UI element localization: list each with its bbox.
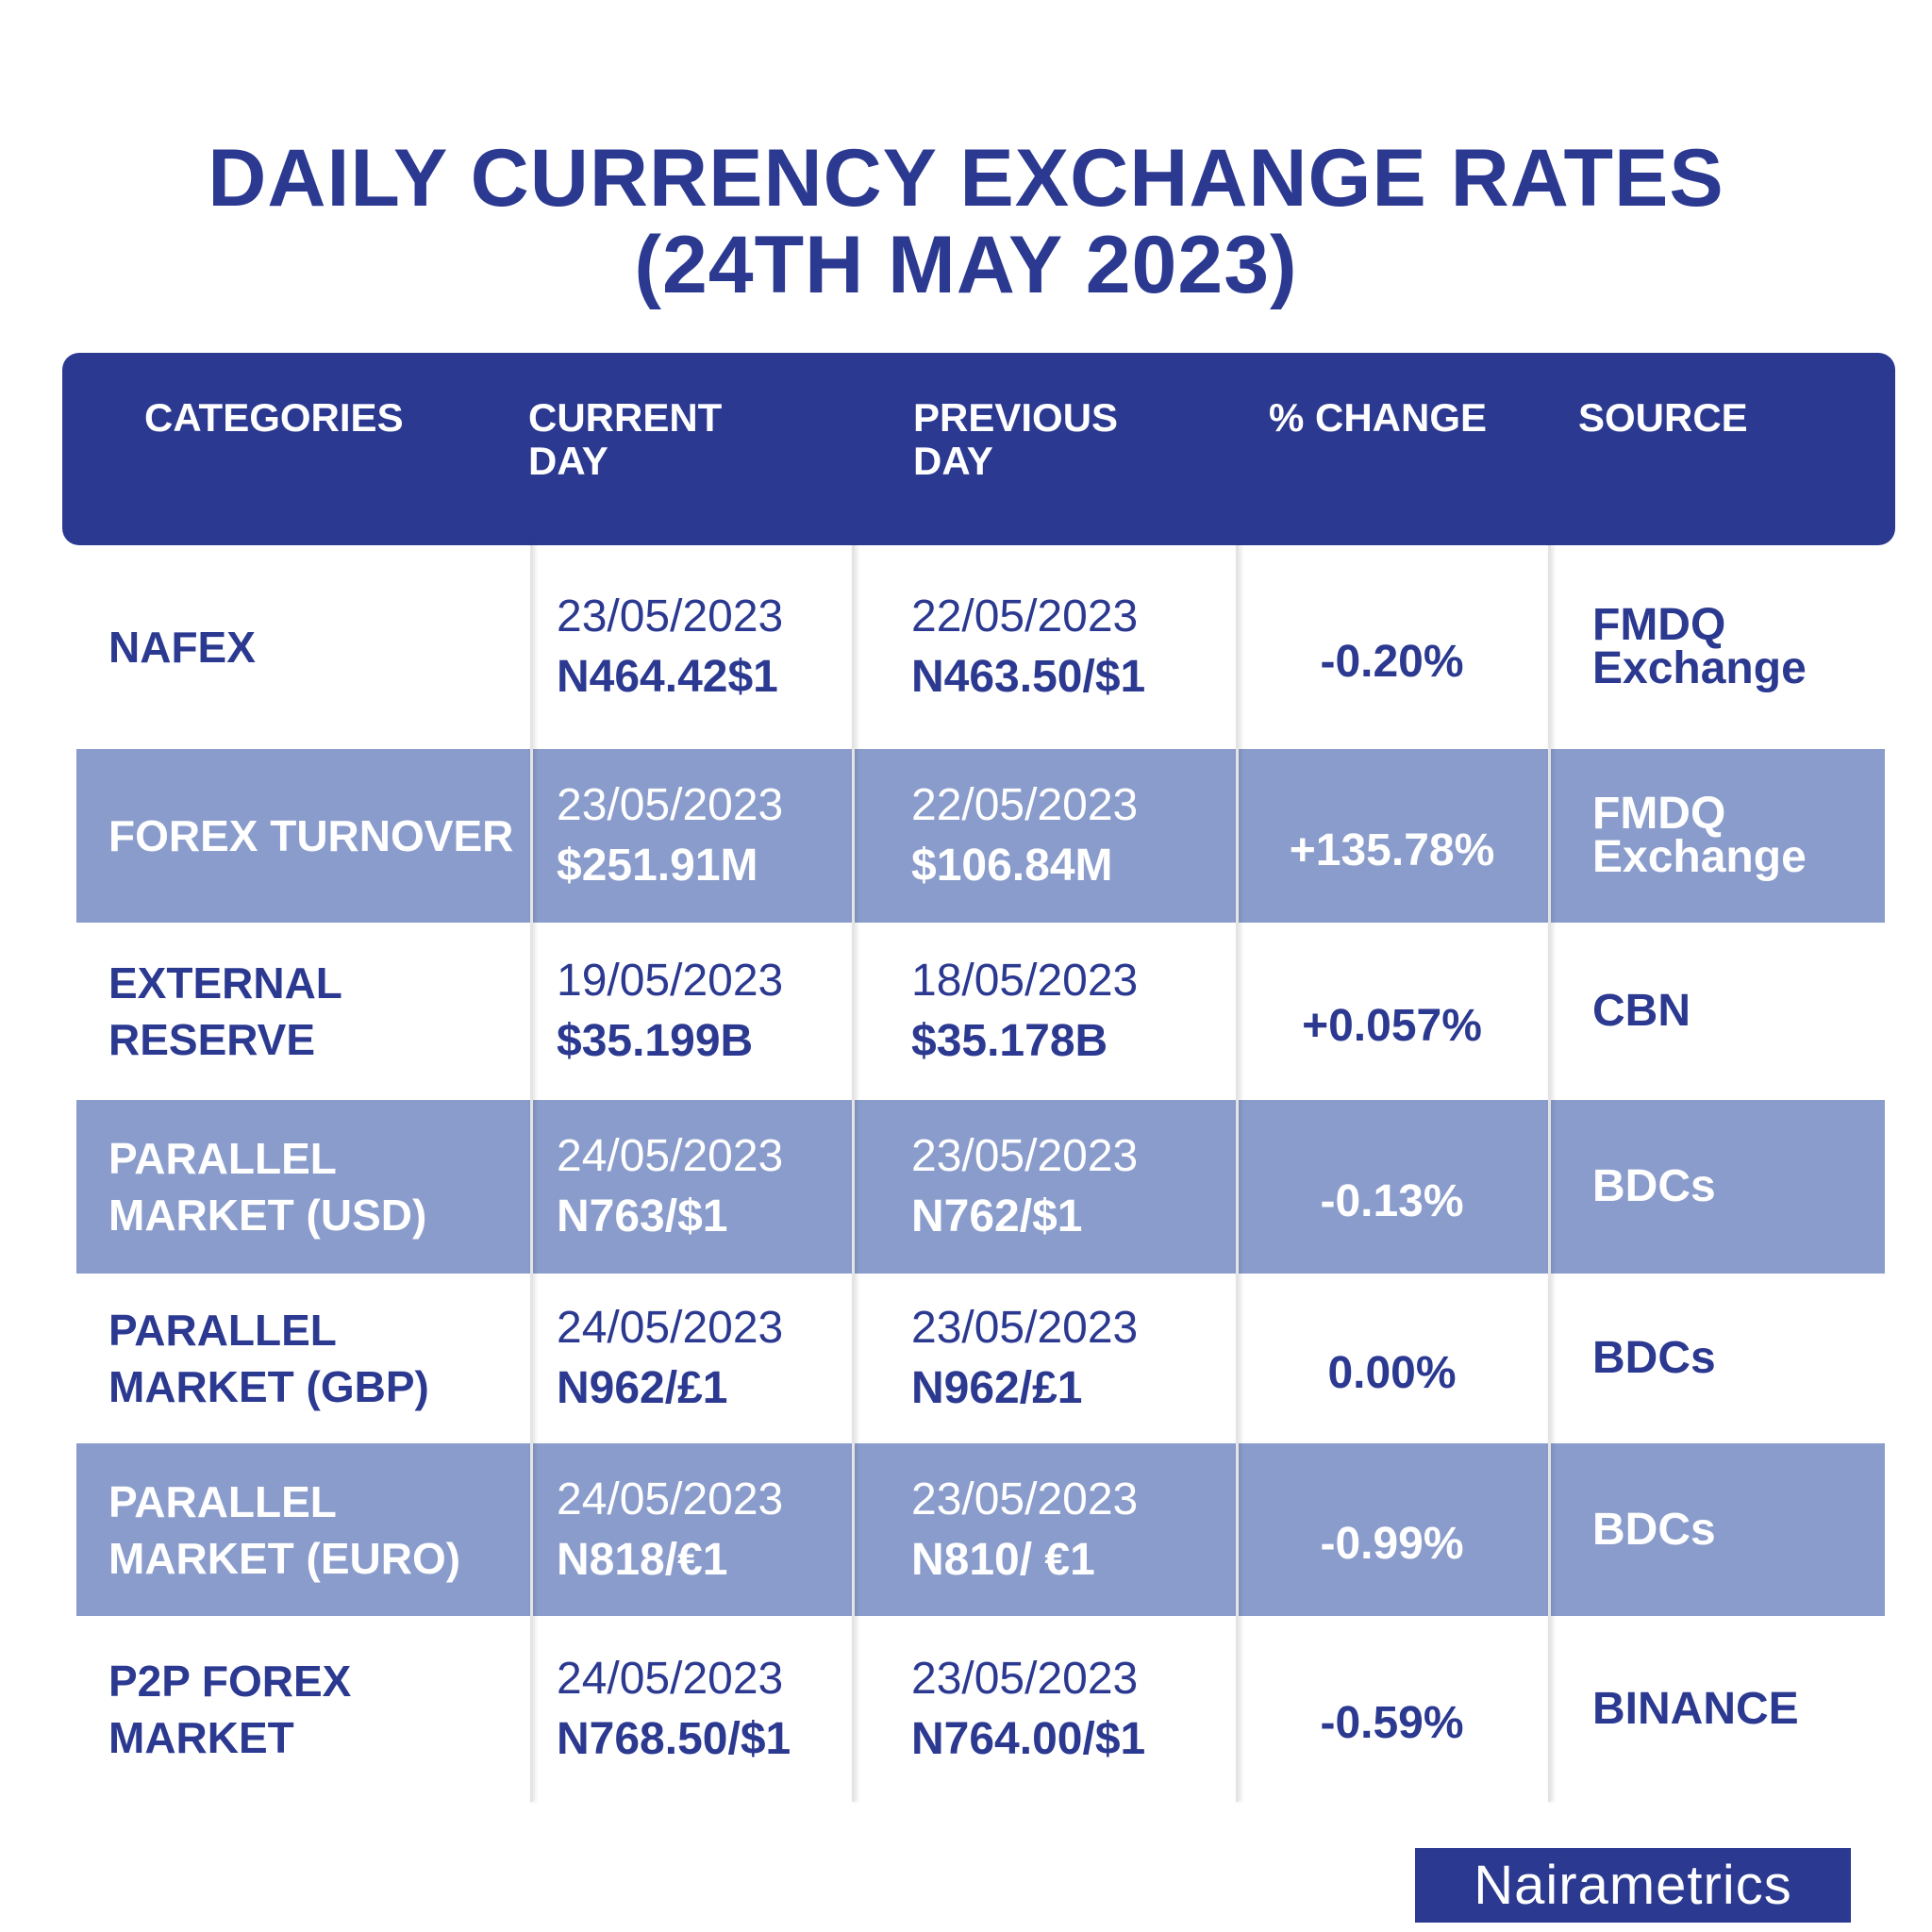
date: 23/05/2023 <box>911 1303 1139 1353</box>
percent-change: +0.057% <box>1302 1000 1482 1051</box>
percent-change: -0.59% <box>1320 1698 1464 1748</box>
source: BDCs <box>1592 1504 1716 1555</box>
category: PARALLEL MARKET (EURO) <box>108 1476 461 1583</box>
title: DAILY CURRENCY EXCHANGE RATES <box>208 133 1724 224</box>
date: 24/05/2023 <box>557 1653 784 1704</box>
column-header: PREVIOUS DAY <box>913 395 1119 483</box>
column-header: CURRENT DAY <box>528 395 723 483</box>
source: BDCs <box>1592 1161 1716 1211</box>
source: BINANCE <box>1592 1683 1799 1734</box>
previous-cell: 22/05/2023 N463.50/$1 <box>911 545 1145 749</box>
value: $35.199B <box>557 1016 754 1066</box>
column-separator <box>852 545 855 1802</box>
value: N763/$1 <box>557 1191 728 1241</box>
previous-cell: 22/05/2023 $106.84M <box>911 749 1138 923</box>
title: (24TH MAY 2023) <box>634 220 1298 310</box>
current-cell: 23/05/2023 N464.42$1 <box>557 545 783 749</box>
date: 23/05/2023 <box>557 780 784 830</box>
column-separator <box>1548 545 1551 1802</box>
percent-change: -0.99% <box>1320 1519 1464 1569</box>
date: 22/05/2023 <box>911 591 1139 641</box>
date: 22/05/2023 <box>911 780 1139 830</box>
percent-change: +135.78% <box>1289 824 1495 875</box>
previous-cell: 23/05/2023 N810/ €1 <box>911 1443 1138 1616</box>
current-cell: 23/05/2023 $251.91M <box>557 749 783 923</box>
category: NAFEX <box>108 623 256 672</box>
date: 18/05/2023 <box>911 956 1139 1006</box>
value: N764.00/$1 <box>911 1713 1146 1764</box>
column-separator <box>1236 545 1239 1802</box>
category: P2P FOREX MARKET <box>108 1656 352 1762</box>
value: N463.50/$1 <box>911 652 1146 702</box>
category: EXTERNAL RESERVE <box>108 958 342 1064</box>
value: N464.42$1 <box>557 652 778 702</box>
date: 23/05/2023 <box>911 1131 1139 1181</box>
date: 23/05/2023 <box>911 1653 1139 1704</box>
date: 23/05/2023 <box>911 1474 1139 1524</box>
date: 24/05/2023 <box>557 1303 784 1353</box>
date: 24/05/2023 <box>557 1474 784 1524</box>
source: CBN <box>1592 986 1690 1036</box>
previous-cell: 18/05/2023 $35.178B <box>911 923 1138 1100</box>
current-cell: 19/05/2023 $35.199B <box>557 923 783 1100</box>
table-row <box>76 749 1885 923</box>
current-cell: 24/05/2023 N962/£1 <box>557 1274 783 1443</box>
previous-cell: 23/05/2023 N764.00/$1 <box>911 1616 1145 1802</box>
category: PARALLEL MARKET (USD) <box>108 1134 427 1240</box>
previous-cell: 23/05/2023 N962/£1 <box>911 1274 1138 1443</box>
source: FMDQ Exchange <box>1592 600 1807 693</box>
value: N818/€1 <box>557 1534 728 1585</box>
previous-cell: 23/05/2023 N762/$1 <box>911 1100 1138 1274</box>
source: FMDQ Exchange <box>1592 789 1807 882</box>
column-separator <box>530 545 533 1802</box>
column-header: CATEGORIES <box>144 395 404 440</box>
column-header: SOURCE <box>1578 395 1748 440</box>
value: N962/£1 <box>557 1363 728 1413</box>
table-row <box>76 1443 1885 1616</box>
date: 24/05/2023 <box>557 1131 784 1181</box>
current-cell: 24/05/2023 N763/$1 <box>557 1100 783 1274</box>
percent-change: -0.13% <box>1320 1175 1464 1226</box>
value: N762/$1 <box>911 1191 1083 1241</box>
logo: Nairametrics <box>1415 1848 1851 1923</box>
source: BDCs <box>1592 1333 1716 1383</box>
current-cell: 24/05/2023 N818/€1 <box>557 1443 783 1616</box>
value: N810/ €1 <box>911 1534 1095 1585</box>
date: 19/05/2023 <box>557 956 784 1006</box>
value: $251.91M <box>557 841 758 891</box>
value: N768.50/$1 <box>557 1713 791 1764</box>
value: N962/£1 <box>911 1363 1083 1413</box>
date: 23/05/2023 <box>557 591 784 641</box>
column-header: % CHANGE <box>1269 395 1488 440</box>
current-cell: 24/05/2023 N768.50/$1 <box>557 1616 791 1802</box>
category: FOREX TURNOVER <box>108 811 514 860</box>
table-row <box>76 1100 1885 1274</box>
value: $106.84M <box>911 841 1113 891</box>
value: $35.178B <box>911 1016 1108 1066</box>
category: PARALLEL MARKET (GBP) <box>108 1306 429 1411</box>
percent-change: -0.20% <box>1320 636 1464 687</box>
table-header <box>62 353 1895 545</box>
percent-change: 0.00% <box>1327 1347 1457 1398</box>
